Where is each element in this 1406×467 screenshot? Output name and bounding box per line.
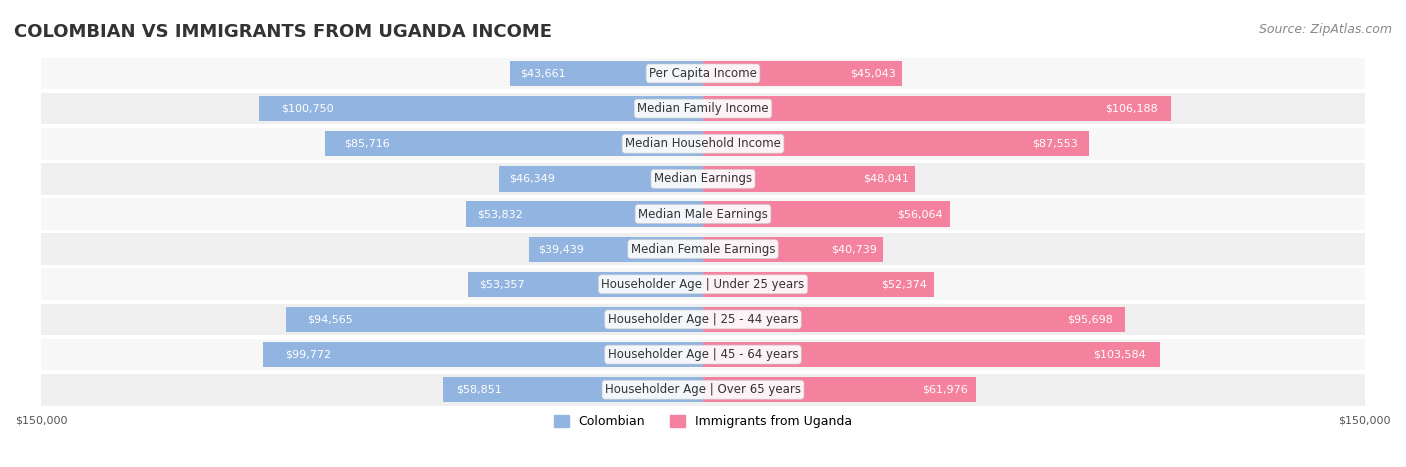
Text: $106,188: $106,188: [1105, 104, 1157, 113]
Bar: [703, 377, 976, 403]
Bar: [703, 96, 1171, 121]
Text: $48,041: $48,041: [863, 174, 908, 184]
Bar: [529, 236, 703, 262]
Text: Source: ZipAtlas.com: Source: ZipAtlas.com: [1258, 23, 1392, 36]
Bar: [263, 342, 703, 367]
Bar: [703, 166, 915, 191]
Text: $53,357: $53,357: [479, 279, 524, 289]
Text: $53,832: $53,832: [478, 209, 523, 219]
Bar: [41, 269, 1365, 300]
Text: $52,374: $52,374: [882, 279, 927, 289]
Bar: [41, 234, 1365, 265]
Bar: [41, 93, 1365, 124]
Text: $87,553: $87,553: [1032, 139, 1077, 149]
Text: $40,739: $40,739: [831, 244, 877, 254]
Text: $61,976: $61,976: [922, 385, 969, 395]
Bar: [285, 307, 703, 332]
Text: Median Male Earnings: Median Male Earnings: [638, 207, 768, 220]
Bar: [41, 57, 1365, 89]
Bar: [703, 61, 901, 86]
Bar: [259, 96, 703, 121]
Bar: [41, 163, 1365, 195]
Text: $103,584: $103,584: [1094, 350, 1146, 360]
Text: Householder Age | Under 25 years: Householder Age | Under 25 years: [602, 278, 804, 291]
Text: Median Household Income: Median Household Income: [626, 137, 780, 150]
Bar: [41, 198, 1365, 230]
Text: Median Family Income: Median Family Income: [637, 102, 769, 115]
Text: $46,349: $46,349: [509, 174, 554, 184]
Text: Median Earnings: Median Earnings: [654, 172, 752, 185]
Text: Per Capita Income: Per Capita Income: [650, 67, 756, 80]
Bar: [465, 201, 703, 226]
Text: $85,716: $85,716: [343, 139, 389, 149]
Bar: [468, 272, 703, 297]
Text: Householder Age | 25 - 44 years: Householder Age | 25 - 44 years: [607, 313, 799, 326]
Text: $45,043: $45,043: [851, 69, 896, 78]
Text: Householder Age | 45 - 64 years: Householder Age | 45 - 64 years: [607, 348, 799, 361]
Text: $100,750: $100,750: [281, 104, 333, 113]
Legend: Colombian, Immigrants from Uganda: Colombian, Immigrants from Uganda: [548, 410, 858, 433]
Bar: [499, 166, 703, 191]
Text: $99,772: $99,772: [285, 350, 330, 360]
Bar: [703, 236, 883, 262]
Bar: [703, 342, 1160, 367]
Text: $94,565: $94,565: [307, 314, 353, 325]
Text: COLOMBIAN VS IMMIGRANTS FROM UGANDA INCOME: COLOMBIAN VS IMMIGRANTS FROM UGANDA INCO…: [14, 23, 553, 42]
Bar: [703, 307, 1125, 332]
Text: $95,698: $95,698: [1067, 314, 1112, 325]
Bar: [41, 374, 1365, 405]
Bar: [41, 304, 1365, 335]
Text: Median Female Earnings: Median Female Earnings: [631, 243, 775, 255]
Bar: [510, 61, 703, 86]
Bar: [703, 272, 934, 297]
Text: $58,851: $58,851: [457, 385, 502, 395]
Text: $56,064: $56,064: [897, 209, 943, 219]
Bar: [703, 201, 950, 226]
Text: Householder Age | Over 65 years: Householder Age | Over 65 years: [605, 383, 801, 396]
Text: $43,661: $43,661: [520, 69, 565, 78]
Bar: [443, 377, 703, 403]
Bar: [703, 131, 1090, 156]
Text: $39,439: $39,439: [537, 244, 583, 254]
Bar: [41, 128, 1365, 160]
Bar: [325, 131, 703, 156]
Bar: [41, 339, 1365, 370]
